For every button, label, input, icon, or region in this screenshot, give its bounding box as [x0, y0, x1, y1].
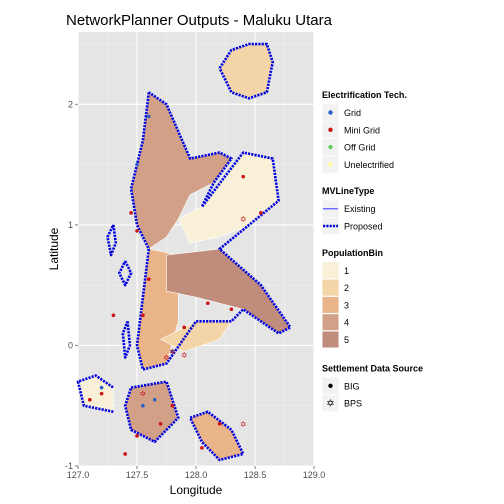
- legend-key-fill: [322, 296, 339, 313]
- mv-line-proposed: [106, 224, 118, 257]
- legend-label: 1: [344, 266, 349, 276]
- legend-key-fill: [322, 279, 339, 296]
- legend-label: 4: [344, 318, 349, 328]
- settlement-point-bps: ✡: [240, 420, 247, 429]
- legend-label: Off Grid: [344, 143, 375, 153]
- population-regions: [77, 43, 291, 461]
- settlement-point-big: [241, 174, 245, 179]
- settlement-point-big: [206, 301, 210, 306]
- settlement-point-big: [170, 349, 175, 354]
- settlement-point-big: [182, 325, 186, 330]
- legend-label: 5: [344, 335, 349, 345]
- settlement-point-bps: ✡: [240, 215, 247, 224]
- settlement-point-big: [141, 313, 145, 318]
- mv-line-proposed: [123, 380, 180, 444]
- settlement-point-bps: ✡: [169, 347, 176, 356]
- legend-label: Existing: [344, 204, 376, 214]
- legend-title: Electrification Tech.: [322, 90, 407, 100]
- settlement-point-bps: ✡: [163, 354, 170, 363]
- mv-line-proposed: [121, 320, 132, 359]
- y-tick-label: -1: [65, 461, 73, 471]
- mv-line-proposed: [118, 260, 133, 287]
- mv-lines: [76, 42, 292, 462]
- legend-key-point: [328, 162, 333, 167]
- settlement-point-big: [152, 397, 157, 402]
- x-tick-label: 127.0: [67, 470, 90, 480]
- settlement-point-big: [99, 391, 104, 396]
- legend-label: Proposed: [344, 222, 383, 232]
- legend-label: BIG: [344, 381, 360, 391]
- legend-key-point: [328, 144, 333, 150]
- settlement-point-big: [141, 403, 145, 408]
- settlement-point-big: [229, 307, 234, 312]
- y-tick-label: 0: [68, 340, 73, 350]
- legend-label: Unelectrified: [344, 160, 394, 170]
- settlement-point-big: [147, 277, 151, 281]
- legend-key-point: [328, 127, 333, 132]
- legend-label: Mini Grid: [344, 125, 380, 135]
- legend-title: Settlement Data Source: [322, 363, 423, 373]
- legend-key-shape: ✡: [326, 399, 334, 410]
- chart-title: NetworkPlanner Outputs - Maluku Utara: [66, 12, 333, 29]
- legend-key-point: [328, 110, 333, 115]
- legend: Electrification Tech. Grid Mini Grid Off Gr…: [321, 90, 423, 412]
- mv-line-proposed: [76, 374, 115, 414]
- x-axis-title: Longitude: [170, 483, 223, 497]
- settlement-point-big: [147, 114, 151, 119]
- x-tick-label: 128.5: [244, 470, 267, 480]
- settlement-point-big: [217, 422, 222, 426]
- settlement-point-big: [200, 446, 204, 450]
- legend-key-fill: [322, 262, 339, 279]
- x-tick-label: 127.5: [126, 470, 149, 480]
- settlement-point-big: [123, 452, 127, 456]
- settlement-point-big: [259, 211, 263, 215]
- settlement-point-big: [135, 434, 139, 438]
- mv-line-proposed: [218, 42, 275, 100]
- settlement-point-big: [158, 422, 163, 426]
- y-tick-label: 2: [68, 99, 73, 109]
- legend-title: PopulationBin: [322, 248, 383, 258]
- settlement-point-big: [135, 162, 139, 167]
- region-halmahera-south-east-arm: [159, 321, 232, 352]
- axis-ticks: 127.0 127.5 128.0 128.5 129.0 -1 0 1 2: [65, 99, 325, 480]
- y-tick-label: 1: [68, 220, 73, 230]
- legend-label: 2: [344, 283, 349, 293]
- legend-title: MVLineType: [322, 186, 374, 196]
- legend-key-bg: [321, 394, 340, 412]
- mv-line-proposed: [188, 410, 245, 462]
- legend-label: 3: [344, 300, 349, 310]
- settlement-point-big: [111, 313, 116, 318]
- settlement-points: ✡✡ ✡✡✡✡: [88, 114, 263, 456]
- x-tick-label: 129.0: [303, 470, 326, 480]
- settlement-point-big: [88, 397, 92, 402]
- settlement-point-big: [99, 385, 104, 390]
- settlement-point-big: [129, 211, 133, 215]
- legend-key-shape: [328, 383, 333, 388]
- x-tick-label: 128.0: [185, 470, 208, 480]
- legend-key-fill: [322, 314, 339, 331]
- legend-label: BPS: [344, 399, 362, 409]
- y-axis-title: Latitude: [47, 227, 61, 270]
- settlement-point-bps: ✡: [140, 390, 147, 399]
- settlement-point-bps: ✡: [181, 351, 188, 360]
- legend-key-fill: [322, 331, 339, 348]
- legend-label: Grid: [344, 108, 361, 118]
- settlement-point-big: [135, 229, 139, 233]
- settlement-point-big: [170, 403, 175, 408]
